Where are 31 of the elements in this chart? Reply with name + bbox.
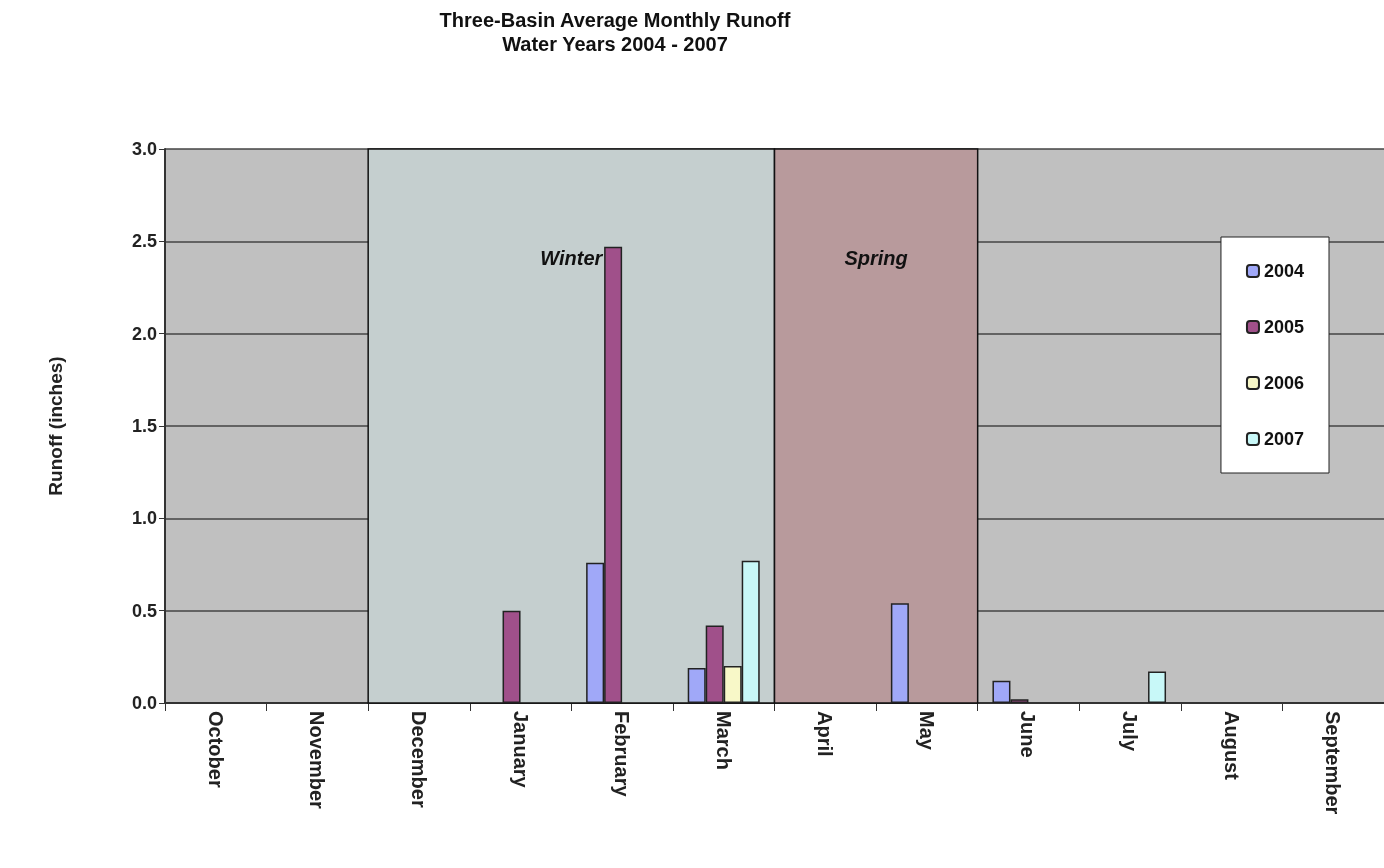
x-tick-label: November [306,711,329,810]
x-tick-label: December [407,711,430,808]
band-label: Spring [844,247,908,270]
x-tick-label: March [712,711,735,770]
legend-label: 2006 [1263,373,1304,393]
y-tick-label: 0.0 [131,693,157,713]
y-tick-label: 3.0 [131,139,157,159]
x-tick-label: February [611,711,634,798]
x-tick-label: August [1220,711,1243,781]
band-label: Winter [540,247,604,270]
chart-subtitle: Water Years 2004 - 2007 [502,33,728,55]
bar [1148,671,1167,703]
y-axis-title: Runoff (inches) [45,356,66,496]
x-tick-label: September [1322,711,1345,815]
y-tick-label: 1.0 [131,508,157,529]
bar [890,603,909,703]
bar [502,610,521,703]
legend-label: 2004 [1263,261,1304,281]
x-tick-label: April [814,711,837,757]
x-tick-label: October [204,711,227,788]
y-tick-label: 2.0 [131,323,157,344]
y-tick-label: 1.5 [131,416,157,436]
legend-label: 2005 [1263,317,1304,337]
x-tick-label: May [915,711,938,751]
y-tick-label: 0.5 [131,600,157,621]
x-tick-label: January [509,711,532,789]
legend-label: 2007 [1263,429,1304,449]
x-tick-label: June [1017,711,1040,758]
x-tick-label: July [1119,711,1142,752]
chart-title: Three-Basin Average Monthly Runoff [439,9,791,31]
y-tick-label: 2.5 [131,231,157,252]
